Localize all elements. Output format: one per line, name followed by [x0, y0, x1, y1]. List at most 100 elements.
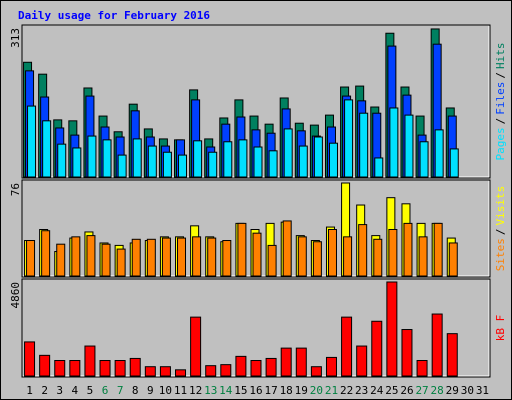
bar — [310, 366, 322, 377]
bar — [265, 357, 277, 377]
bar — [419, 141, 429, 178]
legend: Sites / Visits — [494, 186, 507, 272]
x-tick-label: 17 — [264, 384, 277, 397]
bar — [193, 140, 203, 178]
bar — [57, 143, 67, 178]
bar — [161, 237, 171, 277]
x-tick-label: 2 — [41, 384, 48, 397]
bar — [252, 232, 262, 277]
legend-entry: Pages — [494, 127, 507, 160]
bar — [208, 151, 218, 178]
bar — [418, 236, 428, 277]
legend-separator: / — [494, 118, 507, 125]
bar — [267, 244, 277, 277]
bar — [404, 114, 414, 178]
bar — [313, 136, 323, 178]
bar — [84, 345, 96, 377]
bar — [87, 135, 97, 178]
bar — [39, 354, 51, 377]
legend-entry: Hits — [494, 43, 507, 70]
x-tick-label: 22 — [340, 384, 353, 397]
x-tick-label: 15 — [234, 384, 247, 397]
bar — [86, 235, 96, 277]
bar — [132, 138, 142, 178]
bar — [69, 360, 81, 377]
bar — [401, 329, 413, 377]
bar — [386, 281, 398, 377]
x-tick-label: 24 — [370, 384, 384, 397]
bar — [416, 360, 428, 377]
x-tick-label: 30 — [461, 384, 474, 397]
bar — [207, 237, 217, 277]
bar — [223, 141, 233, 178]
bar — [99, 360, 111, 377]
bar — [146, 238, 156, 277]
bar — [359, 112, 369, 178]
bar — [325, 356, 337, 377]
bar — [71, 236, 81, 277]
bar — [144, 366, 156, 377]
bar — [56, 243, 66, 277]
x-tick-label: 25 — [385, 384, 398, 397]
bar — [175, 369, 187, 377]
legend-entry: Visits — [494, 186, 507, 226]
legend: Pages / Files / Hits — [494, 43, 507, 161]
bar — [280, 347, 292, 377]
y-tick-label: 313 — [9, 28, 22, 48]
bar — [162, 151, 172, 178]
bar — [178, 154, 188, 178]
bar — [250, 360, 262, 377]
legend-separator: / — [494, 229, 507, 236]
bar — [54, 360, 66, 377]
bar — [343, 236, 353, 277]
bar — [42, 120, 52, 178]
bar — [72, 147, 82, 178]
x-tick-label: 12 — [189, 384, 202, 397]
bar — [220, 364, 232, 377]
bar — [431, 313, 443, 377]
y-tick-label: 76 — [9, 183, 22, 196]
bar — [448, 242, 458, 277]
bar — [24, 341, 36, 377]
bar — [205, 365, 217, 377]
bar — [222, 240, 232, 277]
bar — [389, 107, 399, 178]
bar — [26, 240, 36, 277]
bar — [328, 142, 338, 178]
x-tick-label: 8 — [132, 384, 139, 397]
bar — [237, 222, 247, 277]
x-tick-label: 18 — [280, 384, 293, 397]
legend-entry: kB F — [494, 315, 507, 342]
bar — [282, 220, 292, 277]
bar — [434, 129, 444, 178]
bar — [190, 316, 202, 377]
x-tick-label: 26 — [400, 384, 413, 397]
x-tick-label: 11 — [174, 384, 187, 397]
bar — [159, 366, 171, 377]
bar — [131, 238, 141, 277]
x-tick-label: 6 — [102, 384, 109, 397]
x-tick-label: 16 — [249, 384, 262, 397]
bar — [449, 148, 459, 178]
bar — [446, 333, 458, 377]
x-tick-label: 31 — [476, 384, 489, 397]
legend-entry: Sites — [494, 238, 507, 271]
bar — [116, 248, 126, 277]
x-tick-label: 13 — [204, 384, 217, 397]
bar — [101, 243, 111, 277]
x-tick-label: 7 — [117, 384, 124, 397]
bar — [374, 157, 384, 178]
bar — [117, 154, 127, 178]
x-tick-label: 29 — [446, 384, 459, 397]
bar — [27, 105, 37, 178]
bar — [114, 360, 126, 377]
bar — [344, 99, 354, 178]
bar — [341, 316, 353, 377]
x-tick-label: 4 — [72, 384, 79, 397]
bar — [298, 145, 308, 178]
bar — [403, 222, 413, 277]
bar — [297, 236, 307, 277]
x-tick-label: 28 — [431, 384, 444, 397]
bar — [283, 128, 293, 178]
bar — [129, 357, 141, 377]
